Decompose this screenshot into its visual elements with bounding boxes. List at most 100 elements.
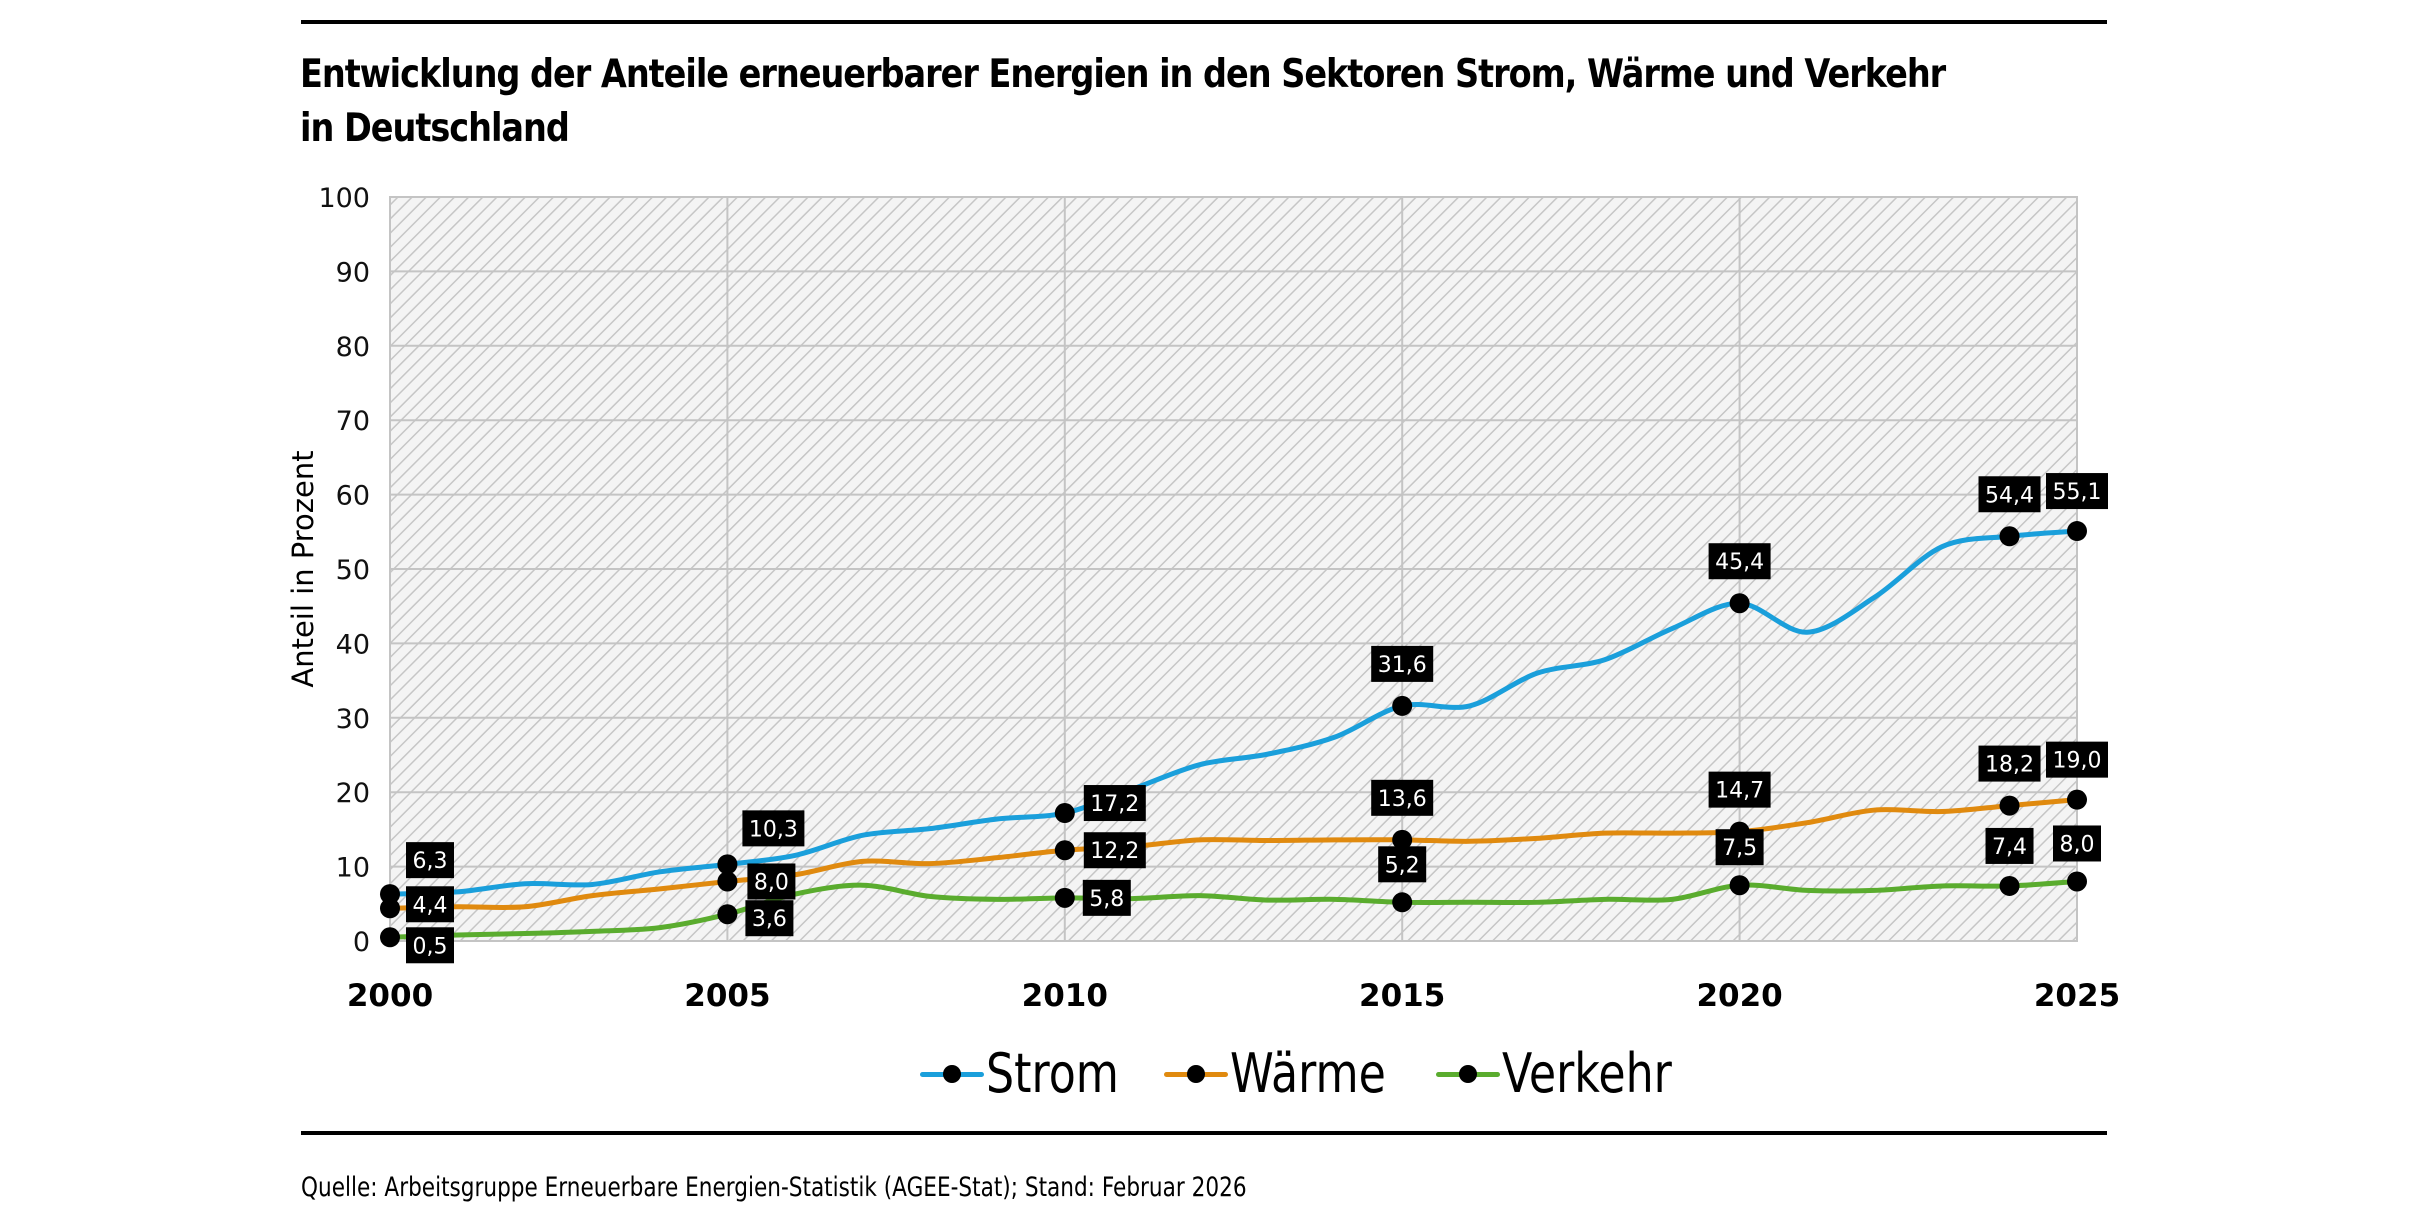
legend-swatch-strom [919, 1059, 984, 1089]
x-tick-label: 2000 [347, 978, 433, 1014]
data-label: 45,4 [1708, 543, 1771, 580]
data-point-marker [1392, 829, 1413, 850]
data-point-marker [717, 854, 738, 875]
data-label-text: 18,2 [1985, 753, 2034, 778]
chart-title-line-1: Entwicklung der Anteile erneuerbarer Ene… [300, 52, 1946, 97]
data-label-box [2046, 741, 2108, 778]
legend-item-verkehr: Verkehr [1436, 1042, 1679, 1105]
data-label-text: 3,6 [752, 907, 787, 932]
data-label-text: 8,0 [2060, 832, 2095, 857]
data-label-box [406, 842, 454, 879]
data-label-text: 7,4 [1992, 835, 2027, 860]
data-label-box [2046, 473, 2108, 510]
data-label: 0,5 [406, 927, 454, 964]
y-axis-ticks: 0 10 20 30 40 50 60 70 80 90 100 [318, 183, 370, 958]
data-label-text: 8,0 [754, 870, 789, 895]
data-point-marker [1054, 803, 1075, 824]
data-label: 13,6 [1371, 779, 1434, 816]
data-label: 7,4 [1985, 827, 2034, 864]
data-label: 5,2 [1378, 846, 1427, 883]
data-label: 54,4 [1978, 476, 2041, 513]
data-label-text: 6,3 [413, 849, 448, 874]
y-tick-label: 50 [336, 555, 370, 586]
bottom-rule [301, 1131, 2107, 1135]
x-tick-label: 2015 [1359, 978, 1445, 1014]
data-label: 3,6 [745, 900, 794, 937]
data-point-marker [1392, 892, 1413, 913]
data-label-box [1985, 827, 2034, 864]
data-point-marker [2067, 789, 2087, 810]
data-label-text: 54,4 [1985, 483, 2034, 508]
y-tick-label: 30 [336, 704, 370, 735]
data-label: 55,1 [2046, 473, 2108, 510]
data-label: 5,8 [1082, 879, 1131, 916]
data-label-text: 5,2 [1385, 853, 1420, 878]
data-label-box [406, 927, 454, 964]
series-line-wärme [387, 797, 2080, 911]
y-tick-label: 100 [318, 183, 370, 214]
data-point-marker [380, 884, 400, 905]
data-label-box [1708, 543, 1771, 580]
legend: Strom Wärme Verkehr [0, 1042, 2419, 1105]
y-axis-label: Anteil in Prozent [286, 450, 320, 687]
data-label-text: 45,4 [1715, 550, 1764, 575]
legend-swatch-waerme [1163, 1059, 1228, 1089]
data-label-text: 13,6 [1378, 787, 1427, 812]
y-tick-label: 90 [336, 257, 370, 288]
top-rule [301, 20, 2107, 24]
data-label: 31,6 [1371, 645, 1434, 682]
data-label-box [2053, 825, 2101, 862]
data-label-text: 12,2 [1090, 839, 1139, 864]
data-label-text: 10,3 [749, 817, 798, 842]
data-label: 10,3 [742, 810, 805, 847]
data-label-box [747, 863, 796, 900]
y-tick-label: 20 [336, 778, 370, 809]
data-label-box [1083, 832, 1146, 869]
data-label-box [1371, 779, 1434, 816]
series-line-verkehr [387, 878, 2080, 940]
legend-label: Strom [985, 1042, 1119, 1105]
data-label-box [742, 810, 805, 847]
data-point-marker [380, 898, 400, 919]
series-lines [387, 528, 2080, 940]
data-label-box [1371, 645, 1434, 682]
x-tick-label: 2005 [684, 978, 770, 1014]
data-label-box [1978, 745, 2041, 782]
series-line-strom [387, 528, 2080, 897]
chart-title-line-2: in Deutschland [300, 106, 570, 151]
data-point-marker [1729, 593, 1750, 614]
x-tick-label: 2010 [1022, 978, 1108, 1014]
marker-icon [1459, 1064, 1478, 1083]
x-axis-ticks: 2000 2005 2010 2015 2020 2025 [347, 978, 2120, 1014]
data-label-text: 55,1 [2053, 480, 2102, 505]
data-label: 12,2 [1083, 832, 1146, 869]
data-point-marker [2067, 871, 2087, 892]
data-label-text: 31,6 [1378, 653, 1427, 678]
legend-item-waerme: Wärme [1163, 1042, 1390, 1105]
data-label-box [1978, 476, 2041, 513]
legend-label: Verkehr [1502, 1042, 1672, 1105]
data-label-text: 7,5 [1722, 836, 1757, 861]
data-label-box [1708, 771, 1771, 808]
y-tick-label: 60 [336, 481, 370, 512]
y-tick-label: 70 [336, 406, 370, 437]
data-point-marker [1054, 840, 1075, 861]
data-label-text: 19,0 [2053, 749, 2102, 774]
data-labels: 6,3 10,3 17,2 31,6 45,4 54,4 55,1 4,4 8,0 12,2 13,… [406, 473, 2108, 964]
data-label-box [1082, 879, 1131, 916]
data-label: 7,5 [1715, 829, 1764, 866]
legend-item-strom: Strom [919, 1042, 1119, 1105]
data-label-box [406, 886, 454, 923]
data-label: 19,0 [2046, 741, 2108, 778]
data-label-box [1378, 846, 1427, 883]
data-point-marker [1999, 526, 2020, 547]
source-note: Quelle: Arbeitsgruppe Erneuerbare Energi… [301, 1172, 1247, 1203]
legend-swatch-verkehr [1436, 1059, 1501, 1089]
data-label: 17,2 [1083, 785, 1146, 822]
marker-icon [942, 1064, 961, 1083]
x-tick-label: 2020 [1696, 978, 1782, 1014]
data-label: 8,0 [2053, 825, 2101, 862]
y-tick-label: 0 [353, 927, 370, 958]
legend-label: Wärme [1229, 1042, 1386, 1105]
